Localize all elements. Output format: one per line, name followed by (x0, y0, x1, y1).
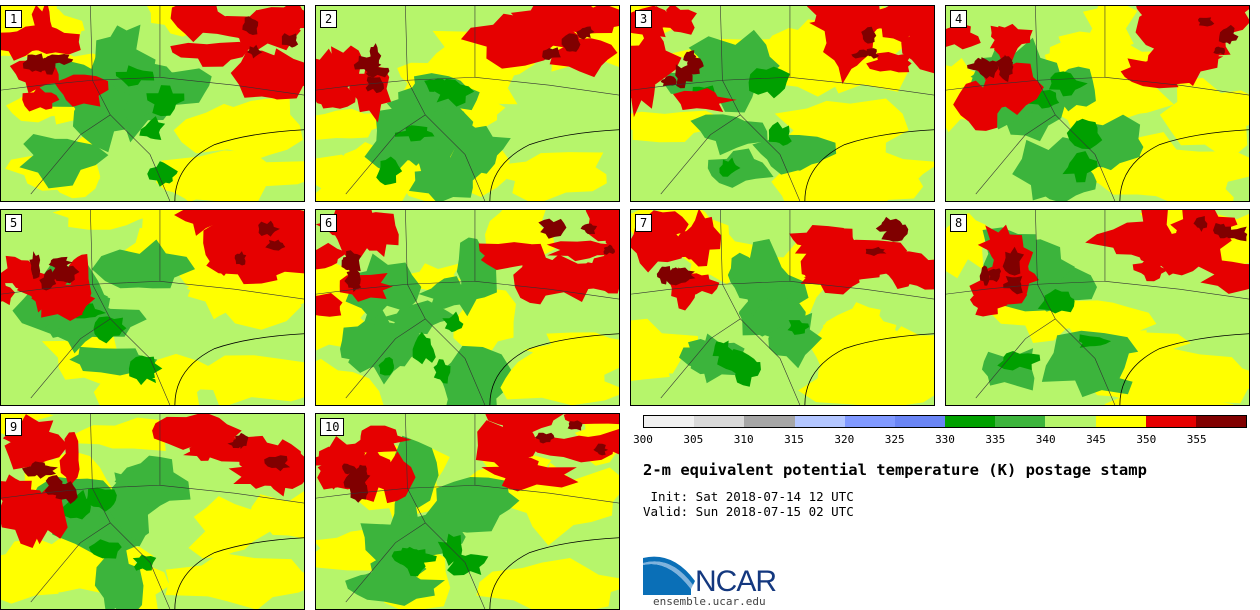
colorbar-swatch (1095, 416, 1146, 427)
colorbar-swatch (694, 416, 745, 427)
postage-stamp-map: 6 (315, 209, 620, 406)
colorbar-swatch (744, 416, 795, 427)
postage-stamp-map: 5 (0, 209, 305, 406)
init-time: Init: Sat 2018-07-14 12 UTC (643, 489, 854, 504)
colorbar-swatch (894, 416, 946, 427)
colorbar-tick-label: 340 (1035, 433, 1056, 446)
colorbar-swatch (644, 416, 695, 427)
colorbar-tick-label: 345 (1086, 433, 1106, 446)
colorbar-swatch (995, 416, 1046, 427)
colorbar-tick-label: 325 (884, 433, 905, 446)
postage-stamp-map: 7 (630, 209, 935, 406)
member-number-label: 2 (320, 10, 338, 28)
site-url: ensemble.ucar.edu (653, 595, 766, 608)
postage-stamp-map: 8 (945, 209, 1250, 406)
colorbar-swatch (1195, 416, 1247, 427)
member-number-label: 9 (5, 418, 23, 436)
postage-stamp-map: 2 (315, 5, 620, 202)
member-number-label: 1 (5, 10, 23, 28)
colorbar-swatch (794, 416, 845, 427)
colorbar-swatch (1145, 416, 1196, 427)
member-number-label: 4 (950, 10, 968, 28)
valid-time: Valid: Sun 2018-07-15 02 UTC (643, 504, 854, 519)
colorbar-tick-label: 320 (834, 433, 855, 446)
colorbar-tick-label: 335 (985, 433, 1006, 446)
colorbar (643, 415, 1247, 428)
postage-stamp-map: 3 (630, 5, 935, 202)
member-number-label: 6 (320, 214, 338, 232)
figure-title: 2-m equivalent potential temperature (K)… (643, 461, 1147, 479)
member-number-label: 3 (635, 10, 653, 28)
colorbar-swatch (1045, 416, 1096, 427)
ncar-logo-icon (643, 556, 695, 595)
logo-text: NCAR (695, 565, 777, 598)
colorbar-swatch (844, 416, 895, 427)
member-number-label: 7 (635, 214, 653, 232)
member-number-label: 5 (5, 214, 23, 232)
colorbar-ticks: 300 305 310 315 320 325 330 335 340 345 350 355 (633, 433, 1247, 447)
colorbar-swatch (945, 416, 996, 427)
member-number-label: 10 (320, 418, 345, 436)
colorbar-tick-label: 300 (633, 433, 653, 446)
colorbar-tick-label: 305 (683, 433, 704, 446)
colorbar-tick-label: 350 (1136, 433, 1157, 446)
postage-stamp-map: 10 (315, 413, 620, 610)
colorbar-tick-label: 330 (935, 433, 955, 446)
member-number-label: 8 (950, 214, 968, 232)
postage-stamp-map: 9 (0, 413, 305, 610)
colorbar-tick-label: 315 (784, 433, 804, 446)
postage-stamp-map: 1 (0, 5, 305, 202)
postage-stamp-map: 4 (945, 5, 1250, 202)
colorbar-tick-label: 310 (733, 433, 754, 446)
colorbar-tick-label: 355 (1186, 433, 1207, 446)
